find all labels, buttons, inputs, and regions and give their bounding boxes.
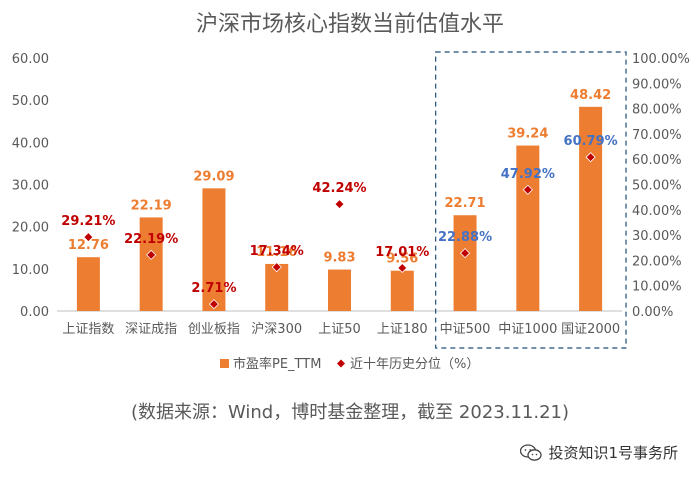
- category-label: 创业板指: [188, 322, 240, 337]
- percentile-label: 17.01%: [375, 245, 429, 260]
- percentile-marker: [208, 299, 220, 310]
- legend-label-marker: 近十年历史分位（%）: [350, 357, 479, 372]
- y-right-tick-label: 0.00%: [632, 305, 673, 320]
- percentile-marker: [271, 262, 282, 273]
- bar-value-label: 9.56: [386, 252, 418, 267]
- wechat-icon: [520, 443, 543, 461]
- y-right-tick-label: 90.00%: [632, 77, 682, 92]
- bar-value-label: 22.19: [131, 198, 172, 213]
- bar-pe-ttm: [579, 106, 603, 311]
- bar-value-label: 29.09: [193, 169, 234, 184]
- bar-value-label: 48.42: [570, 88, 611, 103]
- percentile-marker: [397, 262, 408, 274]
- watermark-text: 投资知识1号事务所: [548, 444, 678, 462]
- y-left-tick-label: 50.00: [12, 94, 49, 109]
- percentile-label: 60.79%: [564, 134, 618, 149]
- y-left-tick-label: 0.00: [20, 305, 49, 320]
- y-right-tick-label: 70.00%: [632, 128, 682, 143]
- legend-label-bar: 市盈率PE_TTM: [233, 356, 321, 372]
- bar-pe-ttm: [202, 188, 226, 311]
- percentile-label: 2.71%: [191, 281, 236, 296]
- y-right-tick-label: 10.00%: [632, 280, 682, 295]
- percentile-marker: [459, 248, 471, 259]
- percentile-label: 22.19%: [124, 232, 178, 247]
- category-label: 中证500: [440, 322, 491, 337]
- category-label: 上证50: [318, 322, 361, 337]
- y-right-tick-label: 100.00%: [632, 52, 690, 67]
- bar-pe-ttm: [516, 145, 540, 311]
- category-label: 深证成指: [125, 322, 177, 337]
- category-label: 沪深300: [251, 321, 302, 337]
- percentile-marker: [83, 232, 94, 243]
- percentile-label: 29.21%: [61, 214, 115, 229]
- bar-pe-ttm: [453, 215, 477, 311]
- bar-pe-ttm: [328, 269, 351, 311]
- bar-pe-ttm: [139, 217, 163, 311]
- y-left-tick-label: 30.00: [12, 179, 49, 194]
- percentile-label: 47.92%: [501, 167, 555, 182]
- chart-title: 沪深市场核心指数当前估值水平: [195, 12, 504, 37]
- category-label: 国证2000: [561, 322, 620, 337]
- percentile-label: 17.34%: [250, 244, 304, 259]
- y-left-tick-label: 20.00: [12, 221, 49, 236]
- bar-pe-ttm: [76, 257, 100, 311]
- y-right-tick-label: 40.00%: [632, 204, 682, 219]
- category-label: 上证180: [377, 322, 428, 337]
- y-right-tick-label: 30.00%: [632, 229, 682, 244]
- bar-pe-ttm: [265, 263, 289, 311]
- legend-swatch-bar: [220, 359, 229, 368]
- percentile-marker: [522, 184, 533, 195]
- y-right-tick-label: 50.00%: [632, 179, 682, 194]
- bar-value-label: 9.83: [323, 251, 355, 266]
- percentile-marker: [585, 152, 596, 163]
- category-label: 中证1000: [498, 322, 557, 337]
- y-left-tick-label: 60.00: [12, 52, 49, 67]
- legend-swatch-marker: [337, 359, 345, 368]
- percentile-marker: [146, 249, 157, 260]
- y-left-tick-label: 10.00: [12, 263, 49, 278]
- percentile-marker: [334, 199, 345, 210]
- watermark: 投资知识1号事务所: [520, 442, 678, 463]
- bar-value-label: 39.24: [507, 127, 548, 142]
- source-note: (数据来源：Wind，博时基金整理，截至 2023.11.21): [130, 402, 570, 423]
- y-left-tick-label: 40.00: [12, 136, 49, 151]
- y-right-tick-label: 80.00%: [632, 103, 682, 118]
- percentile-label: 22.88%: [438, 230, 492, 245]
- category-label: 上证指数: [62, 322, 114, 337]
- bar-value-label: 12.76: [68, 238, 109, 253]
- y-right-tick-label: 20.00%: [632, 254, 682, 269]
- percentile-label: 42.24%: [312, 181, 366, 196]
- y-right-tick-label: 60.00%: [632, 153, 682, 168]
- bar-pe-ttm: [390, 270, 414, 311]
- bar-value-label: 22.71: [444, 196, 485, 211]
- bar-value-label: 11.16: [256, 245, 297, 260]
